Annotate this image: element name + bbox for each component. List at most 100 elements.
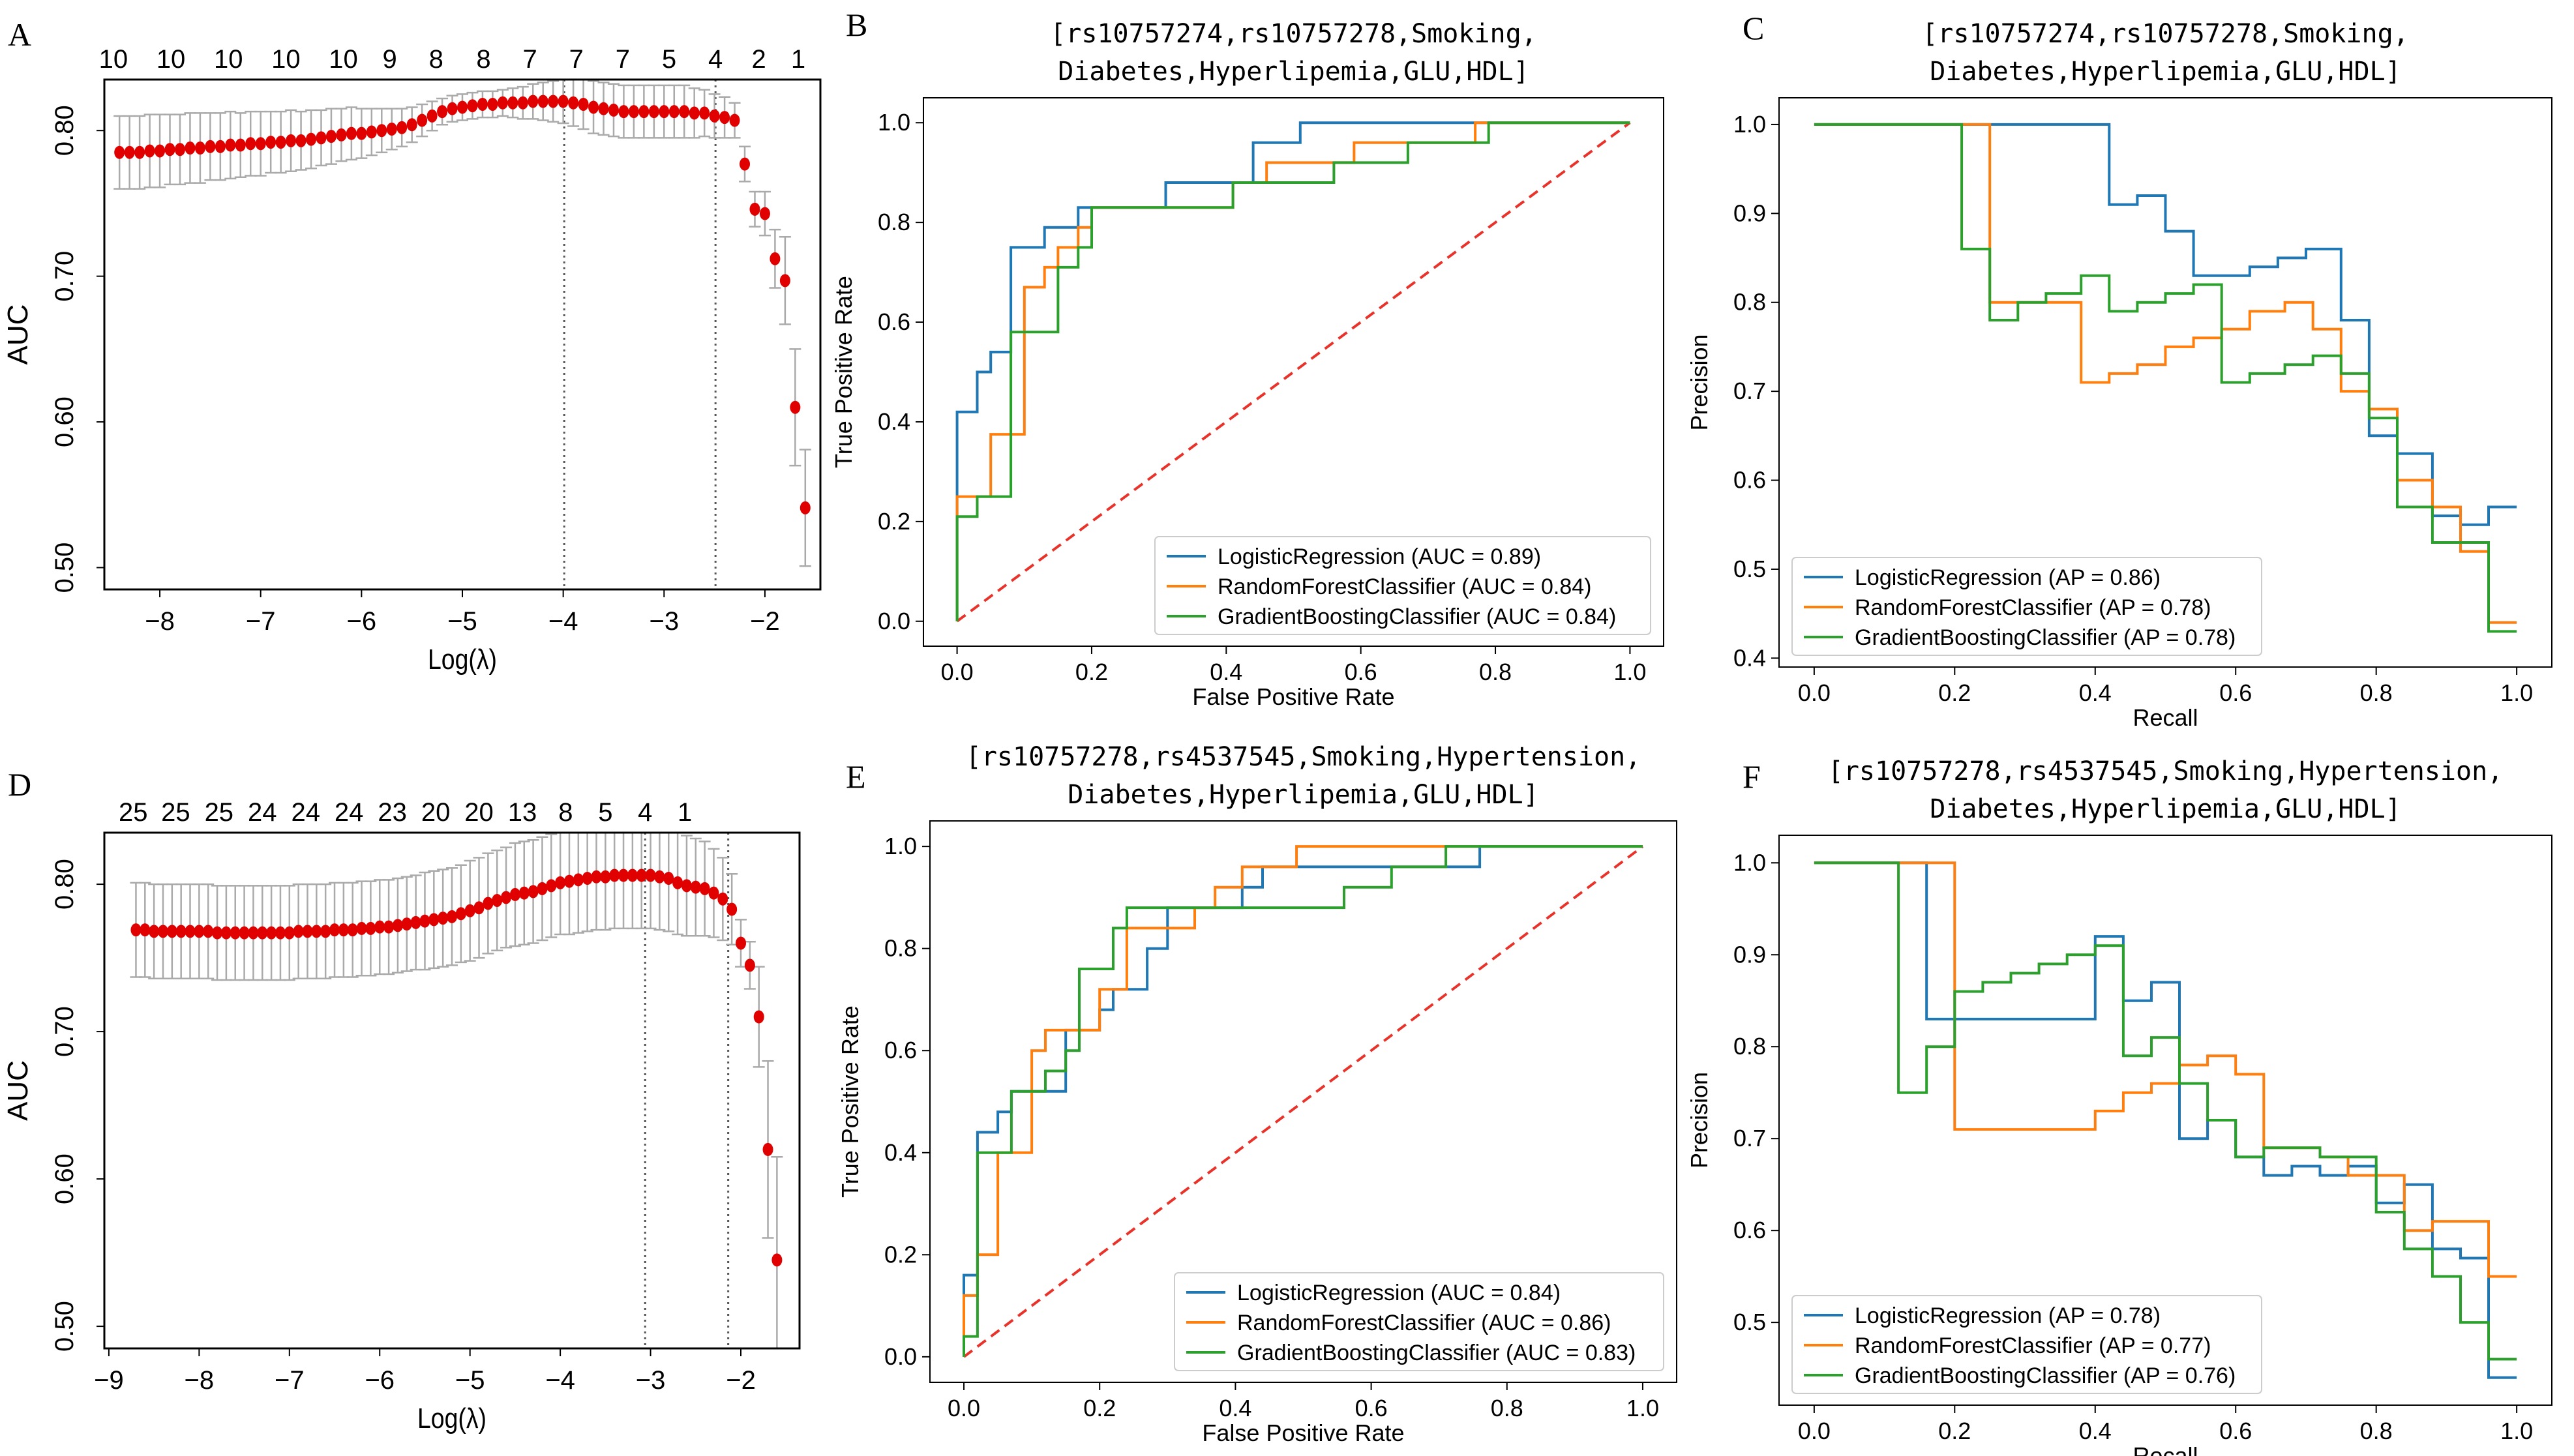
top-count-label: 2 [752, 45, 766, 74]
x-axis-label: Log(λ) [428, 643, 497, 676]
y-tick-label: 0.6 [878, 308, 910, 335]
top-count-label: 7 [522, 45, 537, 74]
chart-title-line: [rs10757274,rs10757278,Smoking, [1922, 19, 2409, 49]
data-point [759, 207, 770, 220]
x-tick-label: −7 [246, 607, 276, 636]
chart-title-line: Diabetes,Hyperlipemia,GLU,HDL] [1058, 57, 1529, 87]
data-point [609, 869, 620, 882]
top-count-label: 1 [791, 45, 805, 74]
chart-title-line: [rs10757274,rs10757278,Smoking, [1050, 19, 1537, 49]
data-point [457, 100, 468, 114]
data-point [286, 134, 297, 147]
y-tick-label: 0.4 [884, 1139, 917, 1166]
top-count-label: 8 [558, 798, 573, 827]
top-count-label: 20 [464, 798, 494, 827]
y-tick-label: 0.8 [878, 209, 910, 235]
data-point [114, 145, 125, 159]
data-point [235, 138, 246, 152]
y-tick-label: 0.5 [1733, 1309, 1766, 1335]
data-point [346, 126, 357, 140]
data-point [689, 106, 700, 120]
data-point [130, 923, 142, 937]
legend-entry: RandomForestClassifier (AUC = 0.86) [1237, 1311, 1611, 1335]
data-point [155, 144, 166, 158]
data-point [699, 882, 710, 895]
data-point [376, 124, 387, 138]
x-axis-label: False Positive Rate [1202, 1419, 1404, 1446]
y-tick-label: 0.0 [884, 1343, 917, 1370]
data-point [638, 105, 650, 119]
data-point [311, 925, 322, 938]
data-point [205, 140, 216, 153]
data-point [275, 926, 286, 940]
y-axis-label: AUC [2, 305, 34, 365]
series-line-lr [1814, 123, 2517, 526]
legend: LogisticRegression (AUC = 0.89) RandomFor… [1154, 536, 1651, 635]
x-tick-label: −2 [726, 1366, 756, 1395]
x-tick-label: 0.2 [1075, 659, 1108, 685]
data-point [709, 109, 720, 123]
legend-box [1791, 1295, 2262, 1394]
top-count-label: 7 [569, 45, 584, 74]
x-tick-label: 0.6 [1355, 1395, 1388, 1421]
x-tick-label: 1.0 [2500, 679, 2533, 706]
legend-box [1154, 536, 1651, 635]
data-point [437, 105, 448, 119]
data-point [220, 926, 232, 940]
data-point [509, 887, 520, 901]
data-point [618, 105, 629, 119]
data-point [497, 96, 508, 110]
legend-entry: LogisticRegression (AP = 0.86) [1855, 565, 2161, 590]
x-tick-label: −6 [365, 1366, 395, 1395]
y-tick-label: 0.70 [50, 1006, 79, 1057]
legend-box [1174, 1272, 1664, 1371]
y-tick-label: 0.60 [50, 396, 79, 447]
y-tick-label: 0.2 [884, 1241, 917, 1268]
data-point [663, 872, 674, 885]
x-tick-label: 0.2 [1083, 1395, 1116, 1421]
data-point [401, 917, 412, 931]
panel-letter: A [8, 16, 31, 53]
top-count-label: 5 [662, 45, 676, 74]
x-tick-label: −4 [548, 607, 578, 636]
data-point [744, 958, 755, 972]
data-point [464, 904, 475, 917]
series-line-lr [963, 845, 1643, 1357]
legend-entry: GradientBoostingClassifier (AP = 0.76) [1855, 1363, 2236, 1388]
plot-area [130, 833, 783, 1348]
chart-title-line: Diabetes,Hyperlipemia,GLU,HDL] [1930, 57, 2401, 87]
x-tick-label: −3 [636, 1366, 666, 1395]
x-tick-label: −8 [145, 607, 175, 636]
data-point [588, 100, 599, 114]
top-count-label: 25 [205, 798, 234, 827]
top-count-label: 1 [678, 798, 692, 827]
data-point [627, 869, 638, 882]
series-line-rf [963, 845, 1643, 1357]
plot-frame [1778, 835, 2552, 1406]
legend-entry: GradientBoostingClassifier (AUC = 0.84) [1218, 604, 1616, 629]
top-count-label: 8 [429, 45, 443, 74]
data-point [329, 923, 340, 937]
data-point [140, 923, 151, 937]
data-point [467, 99, 478, 113]
y-tick-label: 0.6 [1733, 1217, 1766, 1243]
x-tick-label: 0.6 [2219, 1418, 2252, 1444]
top-count-label: 9 [383, 45, 397, 74]
data-point [257, 926, 268, 940]
data-point [392, 919, 403, 932]
plot-frame [929, 820, 1677, 1383]
data-point [427, 109, 438, 123]
data-point [239, 926, 250, 940]
top-count-label: 10 [329, 45, 358, 74]
x-tick-label: −5 [455, 1366, 485, 1395]
y-tick-label: 0.80 [50, 859, 79, 910]
y-tick-label: 0.4 [878, 408, 910, 435]
top-count-label: 24 [248, 798, 277, 827]
data-point [356, 126, 367, 140]
x-tick-label: 0.0 [1798, 679, 1831, 706]
data-point [320, 925, 331, 938]
y-tick-label: 0.6 [884, 1037, 917, 1063]
y-tick-label: 0.5 [1733, 556, 1766, 582]
data-point [265, 136, 277, 149]
